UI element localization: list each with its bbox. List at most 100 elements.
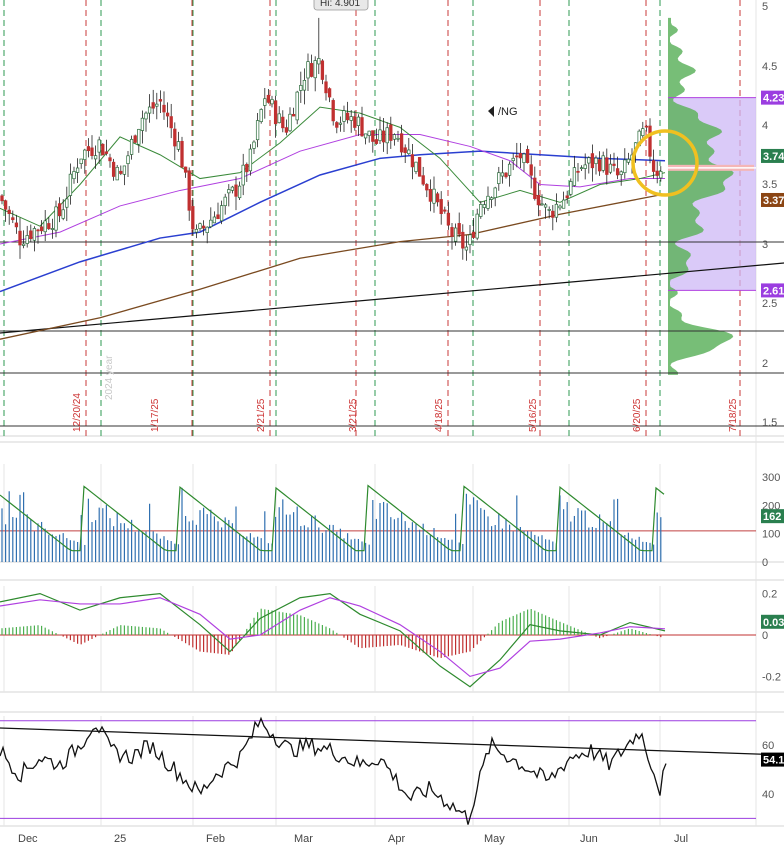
price-tick-label: 3 bbox=[762, 239, 768, 251]
month-label: Dec bbox=[18, 833, 38, 845]
candle-body bbox=[486, 195, 490, 209]
candle-body bbox=[446, 212, 451, 226]
faded-year-label: 2024 year bbox=[104, 355, 115, 400]
price-tag: 2.61 bbox=[761, 283, 784, 298]
candle bbox=[565, 190, 569, 204]
candle-body bbox=[61, 209, 65, 219]
price-tag: 4.23 bbox=[761, 90, 784, 105]
candle-body bbox=[288, 113, 292, 132]
candle-body bbox=[428, 189, 433, 202]
candle-body bbox=[371, 130, 375, 142]
candle-body bbox=[11, 217, 15, 221]
macd-line bbox=[0, 592, 666, 688]
left-arrow-icon bbox=[488, 106, 494, 117]
candle bbox=[259, 108, 263, 124]
candle bbox=[349, 110, 353, 133]
candle bbox=[641, 121, 645, 140]
candle bbox=[324, 74, 328, 101]
price-tick-label: 2 bbox=[762, 358, 768, 370]
candle-body bbox=[381, 130, 386, 143]
expiry-vertical-lines bbox=[3, 0, 741, 826]
expiry-date-label: 3/21/25 bbox=[348, 398, 359, 432]
macd-tick-label: 0 bbox=[762, 630, 768, 642]
candle bbox=[162, 91, 166, 120]
candle bbox=[36, 228, 40, 244]
candle bbox=[158, 90, 163, 114]
price-tag: 3.74 bbox=[761, 148, 784, 163]
candle-body bbox=[410, 154, 415, 168]
candle-body bbox=[14, 222, 19, 228]
price-tick-label: 3.5 bbox=[762, 179, 777, 191]
candle-body bbox=[54, 206, 58, 231]
candle-body bbox=[201, 225, 206, 229]
candle-body bbox=[360, 117, 364, 137]
candle-body bbox=[324, 81, 328, 94]
candle bbox=[385, 122, 389, 155]
candle-body bbox=[317, 58, 321, 65]
candle-body bbox=[569, 181, 573, 195]
candle bbox=[255, 113, 260, 148]
candle-body bbox=[273, 100, 278, 125]
candle bbox=[90, 135, 94, 160]
candle bbox=[187, 167, 191, 221]
candle bbox=[140, 110, 145, 144]
candle-body bbox=[457, 223, 461, 235]
candle bbox=[576, 163, 580, 182]
value-tag-text: 3.37 bbox=[763, 195, 784, 207]
expiry-date-label: 7/18/25 bbox=[728, 398, 739, 432]
candle bbox=[32, 226, 37, 252]
candle-body bbox=[500, 172, 505, 177]
value-tag-box bbox=[761, 192, 784, 207]
candle-body bbox=[356, 116, 361, 126]
candle bbox=[659, 166, 663, 182]
candle bbox=[360, 106, 364, 137]
candle bbox=[644, 124, 649, 132]
candle bbox=[83, 148, 87, 174]
candle-body bbox=[493, 187, 497, 198]
volume-value-tag: 162 bbox=[761, 509, 784, 524]
candle-body bbox=[414, 161, 418, 172]
candle-body bbox=[536, 194, 541, 206]
candle-body bbox=[39, 226, 44, 232]
candle bbox=[299, 71, 303, 103]
candle bbox=[309, 54, 314, 78]
candle-body bbox=[151, 102, 155, 109]
candle-body bbox=[579, 167, 584, 170]
candle-body bbox=[183, 166, 188, 173]
candle bbox=[104, 139, 109, 156]
candle bbox=[396, 130, 400, 142]
price-tag: 3.37 bbox=[761, 192, 784, 207]
candle bbox=[407, 137, 411, 156]
candle-body bbox=[140, 117, 145, 131]
value-tag-text: 162 bbox=[763, 511, 781, 523]
candle bbox=[417, 157, 422, 177]
candle bbox=[356, 114, 361, 137]
candle bbox=[14, 214, 19, 234]
price-candles bbox=[0, 17, 699, 261]
candle-body bbox=[0, 195, 4, 202]
candle-body bbox=[115, 166, 119, 181]
candle-body bbox=[421, 175, 425, 185]
candle-body bbox=[641, 128, 645, 137]
value-tag-box bbox=[761, 283, 784, 298]
month-label: Apr bbox=[388, 833, 405, 845]
symbol-label: /NG bbox=[488, 106, 518, 118]
candle-body bbox=[623, 159, 627, 174]
candle-body bbox=[205, 226, 209, 233]
candle-body bbox=[543, 204, 548, 208]
candle-body bbox=[7, 209, 11, 214]
horizontal-levels bbox=[0, 241, 784, 427]
candle bbox=[212, 211, 217, 224]
candle bbox=[378, 116, 382, 144]
candle bbox=[453, 223, 458, 246]
candle bbox=[331, 98, 335, 126]
candle bbox=[205, 226, 209, 244]
volume-average-line bbox=[0, 484, 665, 552]
candle bbox=[266, 88, 271, 104]
candle bbox=[572, 155, 577, 187]
candle-body bbox=[349, 116, 353, 121]
candle-body bbox=[605, 157, 609, 175]
candle bbox=[342, 105, 346, 132]
